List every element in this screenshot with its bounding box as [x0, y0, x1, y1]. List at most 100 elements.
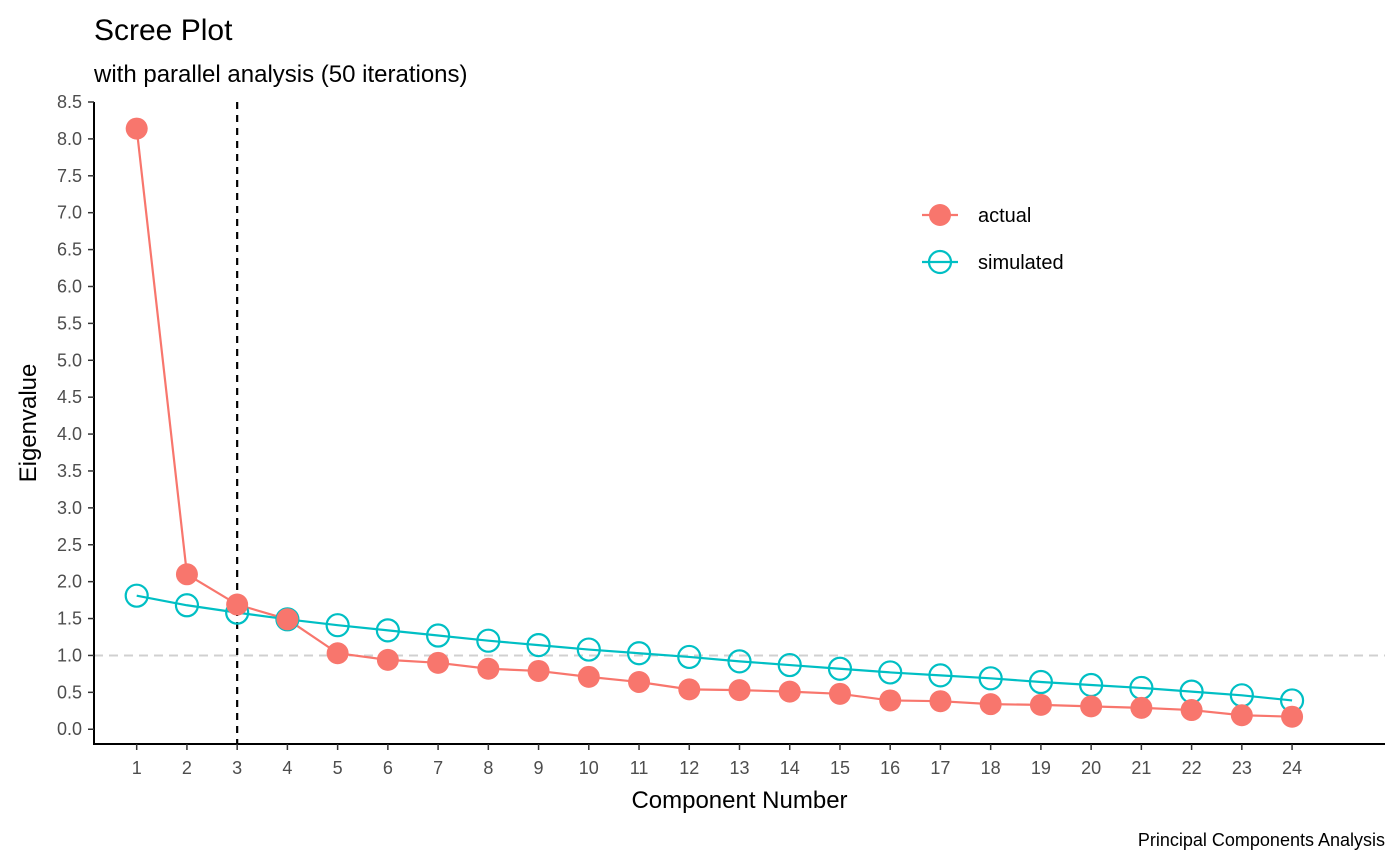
x-tick-label: 6 — [383, 758, 393, 778]
y-tick-label: 3.5 — [57, 461, 82, 481]
x-tick-label: 14 — [780, 758, 800, 778]
data-point-simulated — [626, 641, 652, 666]
data-point-simulated — [124, 583, 149, 608]
legend-label-simulated: simulated — [978, 252, 1064, 274]
data-point-simulated — [526, 633, 551, 658]
data-point-actual — [1230, 704, 1253, 727]
y-axis-ticks: 0.0 0.5 1.0 1.5 2.0 2.5 3.0 3.5 4.0 4.5 5.0 5.5 6.0 6… — [57, 92, 94, 739]
x-tick-label: 13 — [729, 758, 749, 778]
data-point-simulated — [1028, 669, 1054, 695]
legend-label-actual: actual — [978, 205, 1031, 227]
data-point-simulated — [174, 593, 200, 618]
data-point-simulated — [727, 649, 752, 674]
data-point-actual — [678, 678, 701, 701]
y-tick-label: 2.5 — [57, 535, 82, 555]
x-tick-label: 23 — [1232, 758, 1252, 778]
chart-title: Scree Plot — [94, 14, 233, 47]
data-point-simulated — [576, 637, 601, 662]
legend: actual simulated — [922, 204, 1064, 275]
chart-caption: Principal Components Analysis — [1138, 830, 1385, 850]
y-axis-title: Eigenvalue — [15, 364, 42, 483]
data-points — [124, 117, 1305, 728]
series-line-actual — [135, 128, 1293, 718]
x-axis-title: Component Number — [631, 787, 847, 814]
x-tick-label: 2 — [182, 758, 192, 778]
chart-subtitle: with parallel analysis (50 iterations) — [93, 61, 468, 88]
y-tick-label: 7.0 — [57, 203, 82, 223]
x-tick-label: 19 — [1031, 758, 1051, 778]
series-lines — [135, 128, 1293, 718]
data-point-simulated — [476, 628, 501, 653]
reference-lines — [94, 102, 1385, 744]
y-tick-label: 1.5 — [57, 609, 82, 629]
x-tick-label: 17 — [930, 758, 950, 778]
x-tick-label: 21 — [1131, 758, 1151, 778]
x-tick-label: 3 — [232, 758, 242, 778]
y-tick-label: 2.0 — [57, 572, 82, 592]
y-tick-label: 4.5 — [57, 387, 82, 407]
data-point-actual — [1180, 699, 1203, 722]
y-tick-label: 7.5 — [57, 166, 82, 186]
data-point-actual — [929, 690, 952, 713]
data-point-actual — [175, 563, 198, 586]
data-point-actual — [879, 689, 902, 712]
x-tick-label: 22 — [1182, 758, 1202, 778]
y-tick-label: 5.5 — [57, 313, 82, 333]
data-point-actual — [577, 665, 600, 688]
data-point-simulated — [827, 656, 853, 681]
data-point-actual — [477, 657, 500, 680]
data-point-simulated — [878, 660, 903, 685]
data-point-actual — [778, 680, 801, 703]
x-tick-label: 10 — [579, 758, 599, 778]
data-point-actual — [527, 659, 550, 682]
x-axis-ticks: 1 2 3 4 5 6 7 8 9 10 11 12 13 14 15 16 17 18 19 20 21 22 23 24 — [132, 744, 1302, 778]
data-point-actual — [376, 648, 399, 671]
data-point-actual — [276, 608, 299, 631]
data-point-actual — [326, 642, 349, 665]
data-point-actual — [125, 117, 148, 140]
x-tick-label: 24 — [1282, 758, 1302, 778]
y-tick-label: 0.5 — [57, 682, 82, 702]
data-point-simulated — [677, 644, 702, 670]
x-tick-label: 7 — [433, 758, 443, 778]
data-point-actual — [728, 679, 751, 702]
x-tick-label: 5 — [333, 758, 343, 778]
series-line-simulated — [136, 594, 1293, 702]
y-tick-label: 4.0 — [57, 424, 82, 444]
data-point-actual — [1029, 693, 1052, 716]
data-point-simulated — [325, 613, 350, 638]
data-point-simulated — [978, 666, 1003, 691]
data-point-actual — [828, 682, 851, 705]
y-tick-label: 1.0 — [57, 645, 82, 665]
data-point-simulated — [777, 652, 802, 678]
x-tick-label: 4 — [282, 758, 292, 778]
data-point-actual — [628, 671, 651, 694]
y-tick-label: 5.0 — [57, 350, 82, 370]
x-tick-label: 18 — [981, 758, 1001, 778]
y-tick-label: 6.5 — [57, 240, 82, 260]
x-tick-label: 9 — [534, 758, 544, 778]
x-tick-label: 11 — [630, 758, 649, 778]
y-tick-label: 8.5 — [57, 92, 82, 112]
legend-marker-actual — [929, 204, 951, 226]
data-point-actual — [1080, 695, 1103, 718]
x-tick-label: 15 — [830, 758, 850, 778]
data-point-actual — [1130, 696, 1153, 719]
y-tick-label: 6.0 — [57, 276, 82, 296]
data-point-actual — [427, 651, 450, 674]
x-tick-label: 8 — [483, 758, 493, 778]
y-tick-label: 8.0 — [57, 129, 82, 149]
legend-marker-simulated — [927, 249, 953, 275]
data-point-simulated — [928, 663, 953, 688]
x-tick-label: 12 — [679, 758, 699, 778]
x-tick-label: 16 — [880, 758, 900, 778]
data-point-simulated — [425, 623, 451, 648]
x-tick-label: 1 — [132, 758, 142, 778]
y-tick-label: 3.0 — [57, 498, 82, 518]
data-point-simulated — [375, 618, 400, 643]
y-tick-label: 0.0 — [57, 719, 82, 739]
data-point-actual — [226, 593, 249, 616]
x-tick-label: 20 — [1081, 758, 1101, 778]
data-point-actual — [1281, 705, 1304, 728]
